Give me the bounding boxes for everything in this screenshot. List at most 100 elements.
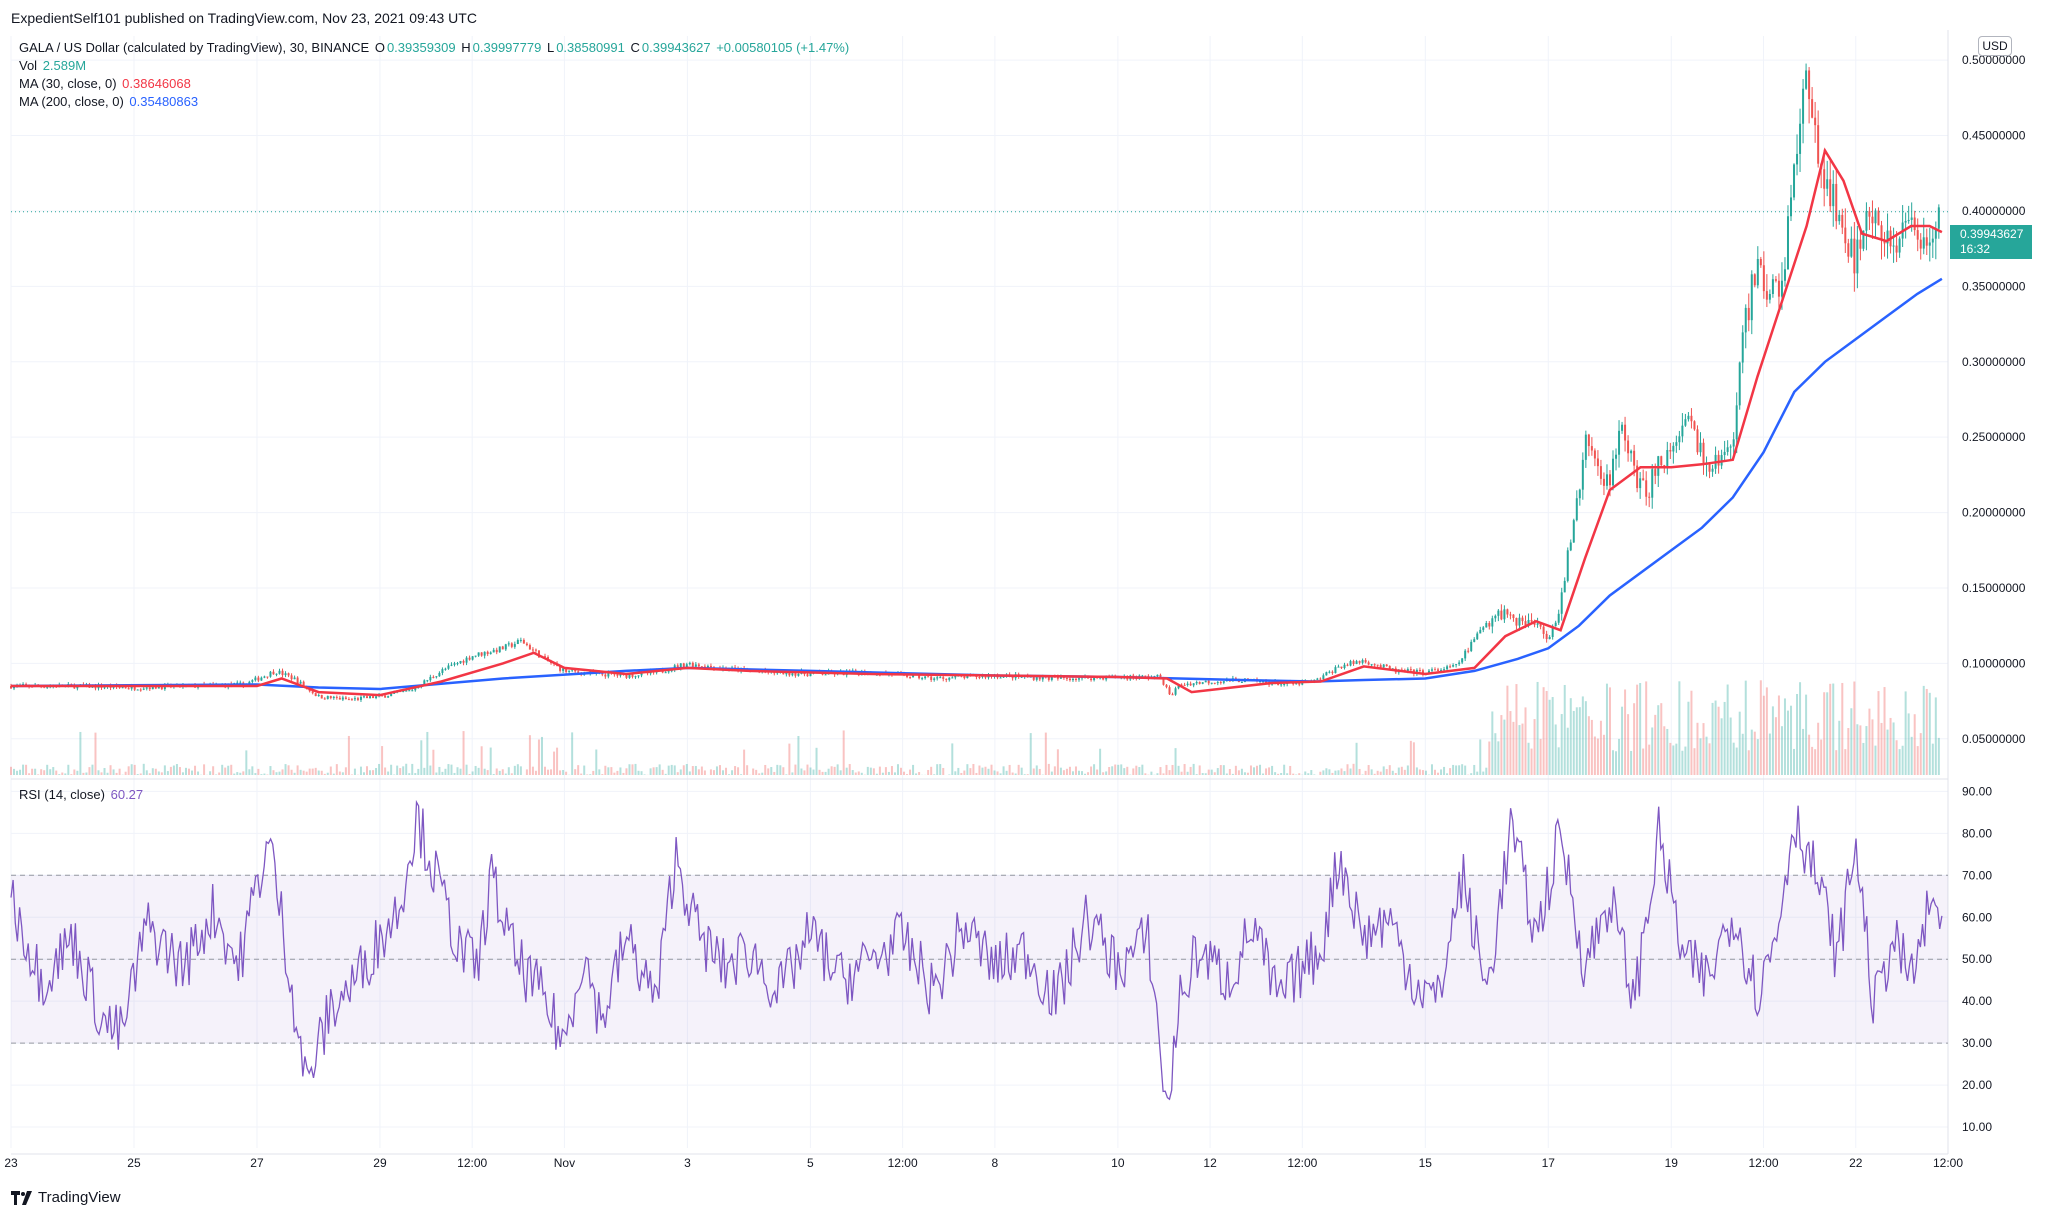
volume-bar-100 [311,768,314,775]
candle-body-166 [510,643,513,647]
volume-bar-13 [49,769,52,775]
volume-bar-613 [1859,725,1862,775]
candle-body-121 [375,696,378,699]
volume-bar-44 [142,763,145,775]
volume-bar-485 [1473,764,1476,775]
volume-bar-156 [480,746,483,775]
volume-bar-219 [670,764,673,775]
candle-body-306 [933,678,936,680]
volume-bar-406 [1234,765,1237,775]
candle-body-344 [1047,677,1050,680]
volume-bar-222 [679,769,682,775]
volume-bar-278 [848,764,851,775]
volume-bar-225 [688,771,691,775]
candle-body-397 [1207,680,1210,684]
volume-bar-504 [1530,748,1533,775]
volume-bar-495 [1503,719,1506,775]
candle-body-265 [809,673,812,677]
rsi-tick-label-3: 40.00 [1962,994,1992,1008]
volume-bar-437 [1328,769,1331,775]
volume-bar-314 [957,767,960,775]
volume-bar-234 [715,766,718,775]
candle-body-435 [1322,675,1325,680]
candle-body-601 [1823,169,1826,189]
candle-body-232 [709,665,712,668]
candle-body-153 [471,656,474,660]
volume-bar-174 [534,770,537,775]
volume-bar-625 [1895,740,1898,775]
main-legend[interactable]: GALA / US Dollar (calculated by TradingV… [19,40,851,55]
volume-bar-622 [1886,729,1889,775]
price-tick-label-4: 0.25000000 [1962,430,2026,444]
candle-body-109 [338,697,341,700]
candle-body-610 [1850,238,1853,257]
legend-low-value: 0.38580991 [556,40,625,55]
candle-body-41 [133,685,136,690]
volume-bar-189 [580,773,583,775]
volume-bar-166 [510,773,513,775]
ma30-legend[interactable]: MA (30, close, 0) 0.38646068 [19,76,193,91]
volume-bar-216 [661,769,664,775]
candle-body-520 [1578,489,1581,499]
candle-body-43 [139,689,142,691]
time-tick-label-13: 15 [1419,1156,1433,1170]
legend-symbol: GALA / US Dollar (calculated by TradingV… [19,40,370,55]
volume-bar-331 [1008,764,1011,775]
candle-body-614 [1862,230,1865,249]
candle-body-482 [1464,650,1467,659]
volume-bar-324 [987,768,990,775]
volume-bar-616 [1868,708,1871,775]
candle-body-155 [477,652,480,656]
volume-bar-191 [586,774,589,775]
candle-body-182 [559,665,562,671]
volume-bar-510 [1548,699,1551,775]
volume-bar-587 [1780,726,1783,775]
volume-label: Vol [19,58,38,73]
candle-body-104 [323,698,326,700]
candle-body-396 [1204,680,1207,683]
currency-badge[interactable]: USD [1978,36,2012,56]
volume-bar-449 [1364,770,1367,775]
candle-body-636 [1928,242,1931,246]
candle-body-602 [1826,179,1829,189]
candle-body-345 [1050,676,1053,680]
candle-body-105 [326,696,329,699]
volume-bar-124 [384,767,387,775]
volume-bar-525 [1593,736,1596,775]
volume-bar-445 [1352,763,1355,775]
volume-bar-285 [869,767,872,775]
volume-bar-514 [1560,714,1563,775]
candle-body-624 [1892,245,1895,247]
rsi-legend[interactable]: RSI (14, close) 60.27 [19,787,145,802]
volume-bar-597 [1811,746,1814,775]
volume-bar-83 [260,774,263,775]
candle-body-90 [281,670,284,676]
volume-bar-390 [1186,771,1189,775]
volume-bar-367 [1117,764,1120,775]
tradingview-logo[interactable]: TradingView [11,1189,121,1206]
volume-bar-68 [215,774,218,775]
candle-body-313 [954,675,957,678]
volume-bar-385 [1171,764,1174,775]
volume-bar-169 [519,766,522,775]
volume-bar-412 [1252,767,1255,775]
volume-bar-102 [317,770,320,775]
ma200-legend[interactable]: MA (200, close, 0) 0.35480863 [19,94,200,109]
candle-body-353 [1074,678,1077,680]
candle-body-439 [1334,667,1337,674]
candle-body-445 [1352,661,1355,664]
volume-bar-610 [1850,708,1853,775]
volume-bar-184 [565,771,568,775]
candle-body-312 [951,677,954,679]
volume-bar-239 [731,770,734,775]
volume-bar-207 [634,763,637,775]
volume-bar-19 [67,764,70,775]
volume-bar-555 [1684,746,1687,775]
volume-bar-578 [1753,731,1756,775]
candle-body-44 [142,688,145,690]
volume-legend[interactable]: Vol 2.589M [19,58,88,73]
candle-body-89 [278,670,281,674]
candle-body-94 [293,677,296,680]
volume-bar-542 [1645,681,1648,775]
volume-bar-539 [1636,684,1639,775]
